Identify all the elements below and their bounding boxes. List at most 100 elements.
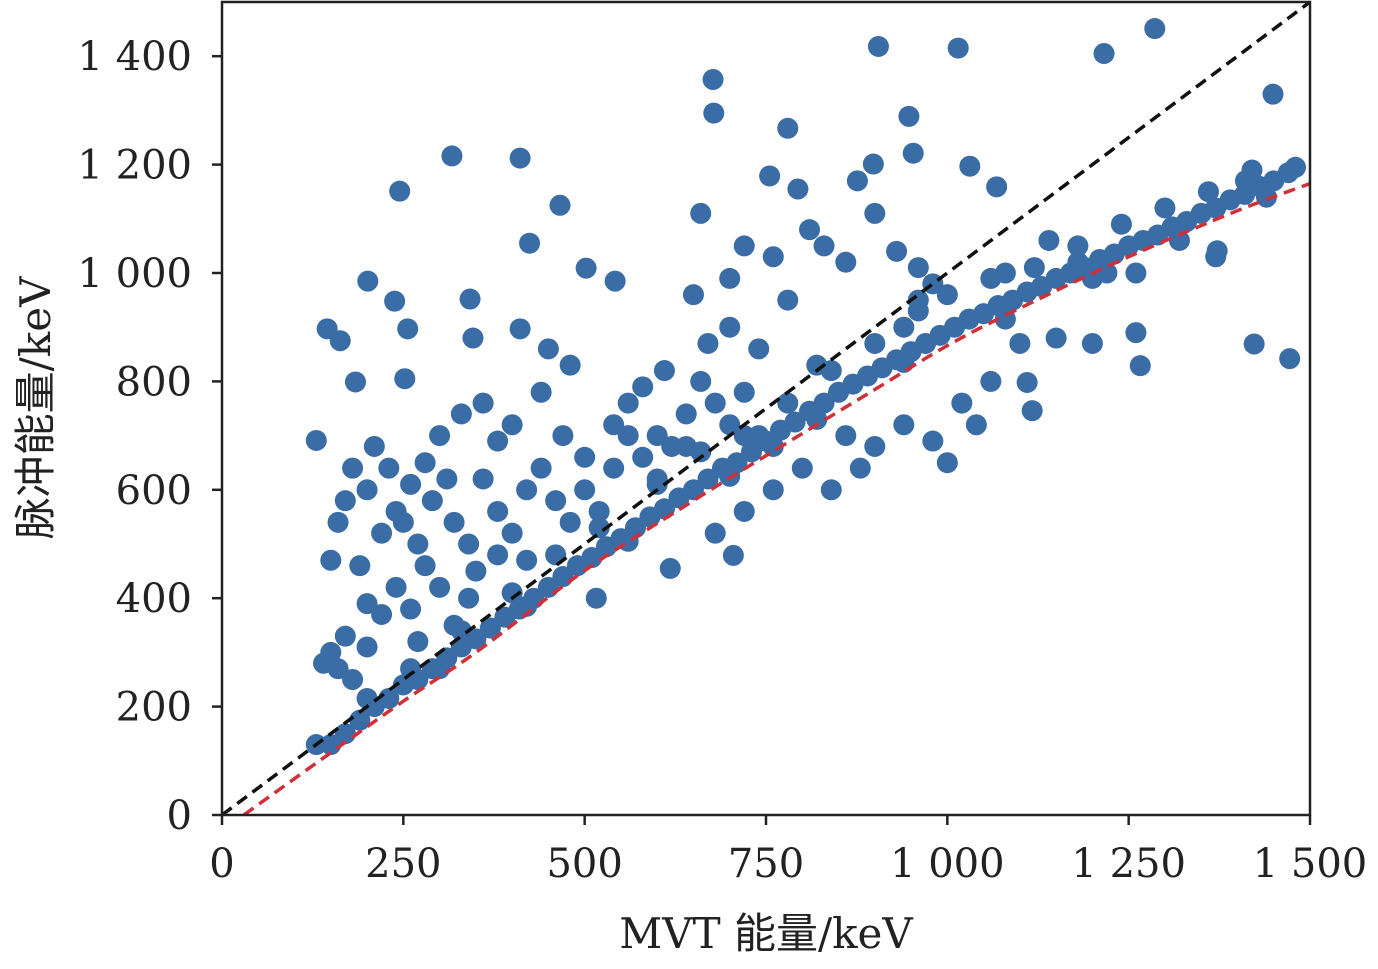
x-tick-label: 500 xyxy=(546,841,622,887)
data-point xyxy=(462,327,484,349)
y-tick-label: 1 000 xyxy=(77,251,192,297)
data-point xyxy=(349,555,371,577)
data-point xyxy=(421,490,443,512)
data-point xyxy=(835,425,857,447)
data-point xyxy=(806,408,828,430)
data-point xyxy=(762,246,784,268)
data-point xyxy=(509,318,531,340)
data-point xyxy=(719,316,741,338)
data-point xyxy=(356,593,378,615)
data-point xyxy=(784,411,806,433)
data-point xyxy=(400,473,422,495)
data-point xyxy=(632,446,654,468)
data-point xyxy=(740,441,762,463)
data-point xyxy=(371,522,393,544)
data-point xyxy=(487,500,509,522)
data-point xyxy=(1243,333,1265,355)
data-point xyxy=(1241,159,1263,181)
y-tick-label: 600 xyxy=(116,468,192,514)
data-point xyxy=(959,155,981,177)
data-point xyxy=(791,457,813,479)
data-point xyxy=(697,468,719,490)
data-point xyxy=(777,392,799,414)
data-point xyxy=(407,631,429,653)
data-point xyxy=(675,403,697,425)
data-point xyxy=(407,533,429,555)
data-point xyxy=(450,620,472,642)
data-point xyxy=(1125,262,1147,284)
identity-line xyxy=(220,0,1312,817)
data-point xyxy=(585,587,607,609)
data-point xyxy=(902,142,924,164)
data-point xyxy=(344,371,366,393)
x-tick-label: 1 250 xyxy=(1071,841,1186,887)
data-point xyxy=(581,547,603,569)
data-point xyxy=(1262,83,1284,105)
data-point xyxy=(458,587,480,609)
data-point xyxy=(320,734,342,756)
data-point xyxy=(305,429,327,451)
data-point xyxy=(429,425,451,447)
data-point xyxy=(501,522,523,544)
data-point xyxy=(1125,322,1147,344)
data-point xyxy=(787,178,809,200)
data-point xyxy=(559,511,581,533)
data-point xyxy=(733,425,755,447)
data-point xyxy=(509,147,531,169)
x-tick-label: 0 xyxy=(209,841,234,887)
data-point xyxy=(893,414,915,436)
data-point xyxy=(994,262,1016,284)
data-point xyxy=(357,270,379,292)
fit-curve xyxy=(242,181,1311,817)
data-point xyxy=(799,219,821,241)
data-point xyxy=(450,403,472,425)
data-point xyxy=(603,457,625,479)
data-point xyxy=(1096,262,1118,284)
data-point xyxy=(947,37,969,59)
data-point xyxy=(617,530,639,552)
data-point xyxy=(349,709,371,731)
data-point xyxy=(1023,257,1045,279)
y-tick-label: 200 xyxy=(116,685,192,731)
y-tick-label: 1 400 xyxy=(77,34,192,80)
data-point xyxy=(849,457,871,479)
data-point xyxy=(893,316,915,338)
data-point xyxy=(552,425,574,447)
data-point xyxy=(487,430,509,452)
data-point xyxy=(632,376,654,398)
data-point xyxy=(501,414,523,436)
data-point xyxy=(588,500,610,522)
data-point xyxy=(864,332,886,354)
data-point xyxy=(907,257,929,279)
data-point xyxy=(862,153,884,175)
data-point xyxy=(697,332,719,354)
data-point xyxy=(846,170,868,192)
data-point xyxy=(501,582,523,604)
data-point xyxy=(530,381,552,403)
data-point xyxy=(397,318,419,340)
scatter-points xyxy=(305,18,1306,756)
data-point xyxy=(400,658,422,680)
y-tick-label: 400 xyxy=(116,576,192,622)
x-tick-label: 1 000 xyxy=(890,841,1005,887)
data-point xyxy=(392,511,414,533)
data-point xyxy=(414,555,436,577)
data-point xyxy=(516,549,538,571)
data-point xyxy=(400,598,422,620)
data-point xyxy=(545,490,567,512)
data-point xyxy=(389,180,411,202)
data-point xyxy=(777,117,799,139)
data-point xyxy=(588,517,610,539)
data-point xyxy=(516,479,538,501)
data-point xyxy=(458,533,480,555)
data-point xyxy=(1255,186,1277,208)
data-point xyxy=(604,270,626,292)
data-point xyxy=(907,289,929,311)
data-point xyxy=(1144,18,1166,40)
data-point xyxy=(986,176,1008,198)
data-point xyxy=(459,288,481,310)
data-point xyxy=(441,145,463,167)
data-point xyxy=(733,381,755,403)
data-point xyxy=(1016,371,1038,393)
